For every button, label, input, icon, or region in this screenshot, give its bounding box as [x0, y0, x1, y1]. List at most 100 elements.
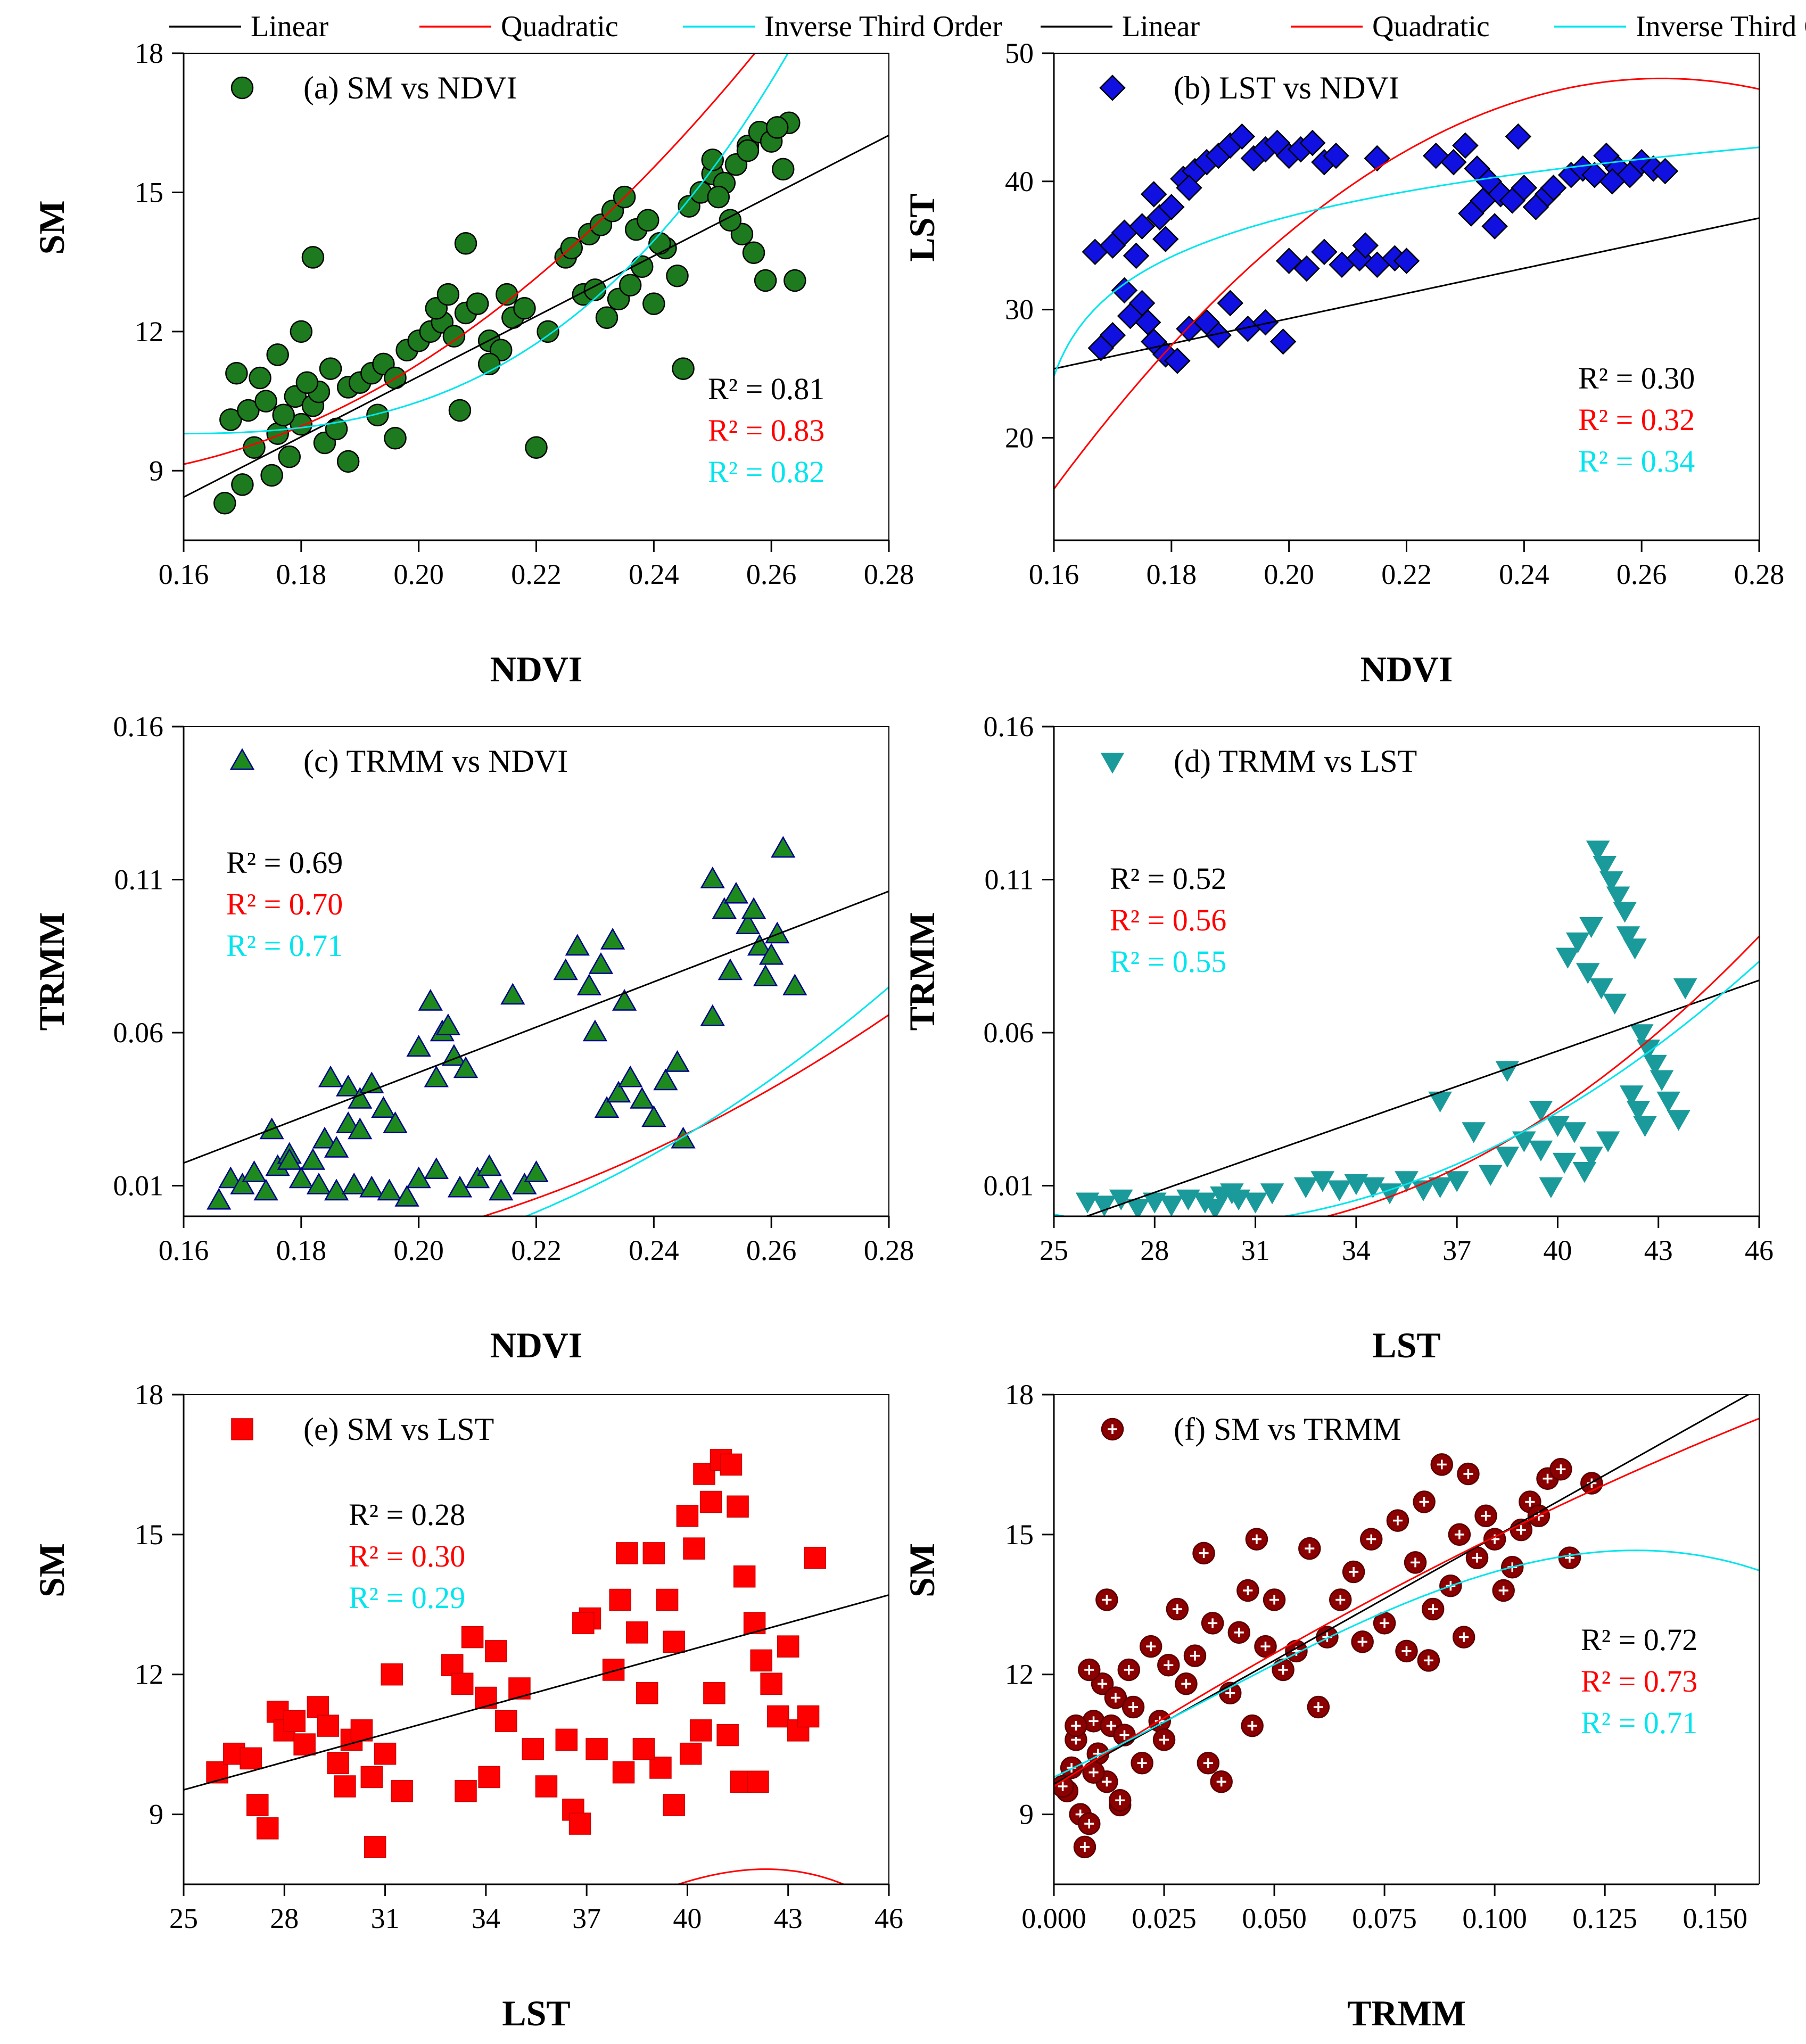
data-point-cross	[1269, 1595, 1280, 1605]
data-point	[765, 921, 790, 944]
data-point	[553, 958, 578, 980]
x-tick-label: 0.20	[1264, 558, 1314, 590]
data-point	[632, 1738, 655, 1760]
legend-label: Inverse Third Order	[764, 10, 1002, 43]
data-point-cross	[1159, 1735, 1169, 1745]
data-point	[317, 1715, 340, 1737]
fit-line-1	[1054, 1417, 1759, 1787]
x-tick-label: 0.025	[1132, 1902, 1197, 1934]
data-point-cross	[1106, 1721, 1116, 1731]
title-marker	[1101, 1417, 1124, 1441]
fits-f	[1054, 1395, 1759, 1787]
data-point	[700, 1004, 725, 1026]
data-point	[1457, 1462, 1480, 1486]
data-point	[636, 1682, 658, 1704]
data-point	[454, 232, 477, 255]
r2-label: R² = 0.52	[1110, 861, 1226, 896]
data-point	[1117, 1658, 1141, 1682]
data-point	[612, 1761, 635, 1784]
data-point	[1323, 142, 1349, 169]
data-point	[477, 1154, 502, 1176]
y-tick-label: 30	[1005, 294, 1034, 326]
data-point	[1311, 238, 1338, 265]
data-point-cross	[1190, 1651, 1200, 1661]
data-point	[1492, 1579, 1515, 1602]
data-point-cross	[1079, 1842, 1090, 1852]
data-point	[582, 1019, 608, 1042]
data-point-cross	[1437, 1460, 1447, 1470]
x-tick-label: 0.22	[511, 558, 562, 590]
data-point-cross	[1525, 1497, 1535, 1507]
y-axis-label: SM	[902, 1543, 942, 1597]
data-point	[1613, 902, 1637, 923]
data-point	[1673, 978, 1697, 1000]
fit-line-0	[184, 134, 889, 498]
points-f	[1054, 1453, 1603, 1859]
data-point	[565, 934, 590, 956]
y-axis-label: SM	[31, 201, 72, 255]
data-point	[1236, 1579, 1259, 1602]
data-point	[300, 1148, 326, 1170]
data-point	[442, 325, 466, 348]
data-point	[1586, 840, 1610, 862]
data-point	[641, 1105, 666, 1127]
x-axis-label: NDVI	[490, 649, 583, 689]
y-axis-label: LST	[902, 193, 942, 262]
data-point	[663, 1630, 685, 1653]
x-tick-label: 0.26	[1617, 558, 1667, 590]
data-point	[1633, 1116, 1657, 1138]
data-point	[1192, 1542, 1215, 1565]
y-tick-label: 15	[135, 176, 163, 208]
x-tick-label: 43	[774, 1902, 803, 1934]
fit-line-2	[184, 53, 789, 435]
data-point	[1078, 1812, 1101, 1835]
title-marker	[1099, 75, 1126, 101]
data-point	[772, 158, 795, 181]
data-point	[1452, 1626, 1475, 1649]
data-point	[1327, 1180, 1351, 1201]
r2-label: R² = 0.81	[708, 372, 824, 406]
axis-frame-top	[184, 726, 889, 1216]
data-point	[424, 1065, 449, 1087]
data-point	[1228, 123, 1256, 150]
data-point	[1157, 1653, 1180, 1677]
data-point	[742, 241, 765, 264]
data-point	[455, 1780, 477, 1802]
y-tick-label: 20	[1005, 422, 1034, 454]
data-point	[1478, 1165, 1503, 1186]
data-point	[707, 185, 730, 209]
axis-frame-top	[1054, 1394, 1760, 1884]
data-point	[348, 1117, 373, 1140]
data-point	[626, 1621, 648, 1644]
data-point-cross	[1335, 1595, 1346, 1605]
data-point	[765, 116, 789, 139]
data-point	[759, 943, 784, 965]
data-point	[1558, 1546, 1581, 1569]
data-point	[679, 1742, 702, 1765]
data-point	[741, 897, 766, 919]
data-point-cross	[1498, 1586, 1508, 1595]
y-tick-label: 50	[1005, 37, 1034, 69]
y-tick-label: 9	[149, 455, 163, 487]
data-point	[1128, 213, 1156, 240]
data-point-cross	[1516, 1525, 1526, 1535]
data-point	[441, 1654, 464, 1676]
y-tick-label: 0.11	[114, 864, 164, 896]
fit-line-1	[1324, 936, 1759, 1216]
data-point	[1227, 1621, 1251, 1644]
data-point	[1495, 1147, 1520, 1168]
data-point	[1623, 938, 1647, 960]
data-point	[535, 1775, 558, 1798]
data-point	[720, 1453, 743, 1476]
data-point	[418, 988, 443, 1011]
data-point	[1629, 1024, 1654, 1045]
data-point	[475, 1686, 497, 1709]
y-axis-label: TRMM	[31, 912, 72, 1031]
data-point	[1210, 1770, 1233, 1793]
data-point	[665, 1050, 690, 1072]
fit-line-2	[1054, 1550, 1759, 1778]
legend-b: Linear Quadratic Inverse Third Order	[1041, 10, 1806, 43]
x-tick-label: 31	[1241, 1234, 1270, 1266]
data-point	[485, 1640, 507, 1662]
data-point	[1252, 309, 1279, 336]
